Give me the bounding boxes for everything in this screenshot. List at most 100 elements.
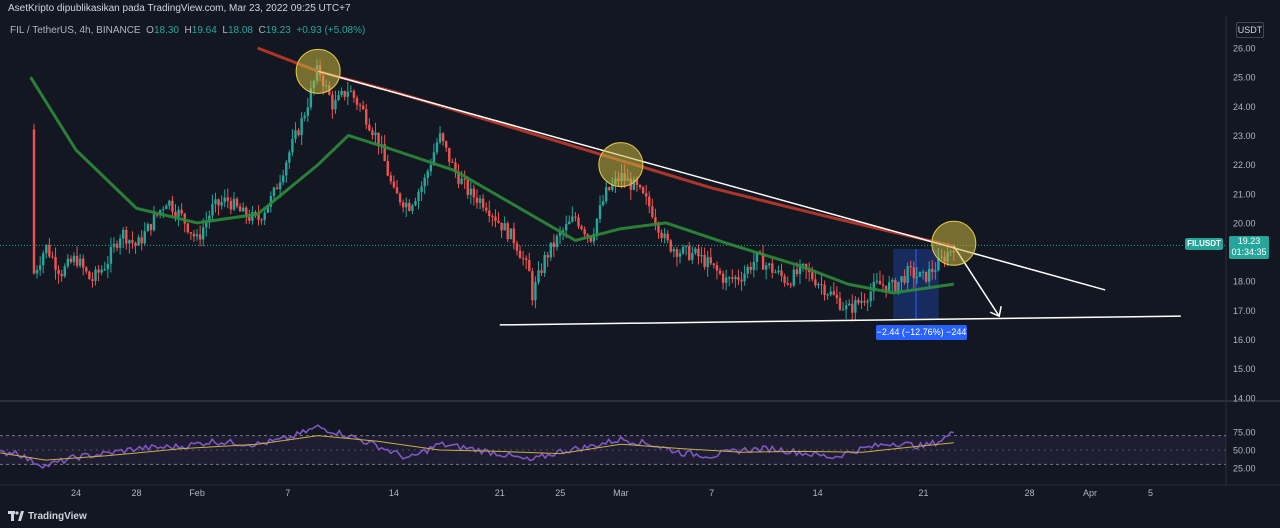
candle-body bbox=[706, 257, 709, 268]
rsi-tick-label: 50.00 bbox=[1233, 446, 1256, 456]
candle-body bbox=[472, 188, 476, 198]
candle-body bbox=[669, 240, 672, 252]
descending-trendline bbox=[317, 70, 1106, 291]
candle-body bbox=[688, 246, 691, 260]
tradingview-brand: TradingView bbox=[28, 511, 87, 522]
candle-body bbox=[63, 266, 66, 277]
candle-body bbox=[214, 199, 217, 205]
symbol-legend[interactable]: FIL / TetherUS, 4h, BINANCE O18.30 H19.6… bbox=[10, 25, 365, 36]
candle-body bbox=[894, 280, 897, 292]
candle-body bbox=[358, 104, 362, 106]
time-tick-label: 25 bbox=[555, 488, 565, 498]
candle-body bbox=[48, 244, 51, 257]
open-value: 18.30 bbox=[153, 25, 179, 36]
candle-body bbox=[500, 222, 503, 231]
candle-body bbox=[266, 206, 269, 213]
candle-body bbox=[924, 271, 928, 282]
symbol-name[interactable]: FIL / TetherUS, 4h, BINANCE bbox=[10, 25, 141, 36]
candle-body bbox=[395, 187, 399, 194]
candle-body bbox=[632, 179, 636, 190]
candle-body bbox=[411, 205, 414, 211]
candle-body bbox=[897, 281, 900, 292]
candle-body bbox=[57, 269, 60, 275]
candle-body bbox=[835, 294, 839, 298]
candle-body bbox=[509, 228, 513, 240]
candle-body bbox=[875, 280, 879, 282]
candle-body bbox=[909, 266, 912, 268]
candle-body bbox=[851, 303, 854, 313]
price-tick-label: 20.00 bbox=[1233, 218, 1256, 228]
candle-body bbox=[232, 198, 236, 210]
candle-body bbox=[91, 279, 94, 281]
candle-body bbox=[66, 258, 70, 267]
candle-body bbox=[863, 300, 866, 303]
candle-body bbox=[641, 187, 645, 194]
candle-body bbox=[524, 258, 528, 260]
measure-label: −2.44 (−12.76%) −244 bbox=[876, 325, 967, 340]
last-price-tag: 19.23 01:34:35 bbox=[1229, 236, 1269, 259]
candle-body bbox=[300, 118, 303, 136]
candle-body bbox=[152, 214, 156, 231]
candle-body bbox=[768, 263, 771, 266]
candle-body bbox=[752, 262, 756, 270]
tradingview-footer[interactable]: TradingView bbox=[8, 511, 87, 522]
candle-body bbox=[374, 132, 377, 136]
candle-body bbox=[389, 175, 393, 182]
time-tick-label: 5 bbox=[1148, 488, 1153, 498]
tradingview-logo-icon bbox=[8, 511, 24, 522]
candle-body bbox=[349, 90, 353, 92]
support-trendline bbox=[499, 315, 1181, 326]
candle-body bbox=[460, 178, 463, 184]
candle-body bbox=[915, 276, 919, 279]
candle-body bbox=[900, 276, 903, 282]
rsi-tick-label: 75.00 bbox=[1233, 428, 1256, 438]
candle-body bbox=[383, 144, 386, 162]
candle-body bbox=[823, 284, 826, 296]
candle-body bbox=[592, 233, 596, 242]
candle-body bbox=[844, 305, 848, 310]
candle-body bbox=[595, 218, 599, 234]
candle-body bbox=[343, 91, 346, 97]
candle-body bbox=[118, 238, 122, 248]
price-tick-label: 23.00 bbox=[1233, 131, 1256, 141]
candle-body bbox=[331, 94, 334, 110]
candle-body bbox=[377, 132, 380, 146]
change-value: +0.93 (+5.08%) bbox=[296, 25, 366, 36]
bar-countdown: 01:34:35 bbox=[1231, 247, 1267, 257]
candle-body bbox=[205, 221, 208, 228]
candle-body bbox=[521, 258, 525, 260]
candle-body bbox=[85, 267, 88, 272]
candle-body bbox=[724, 277, 728, 283]
candle-body bbox=[697, 248, 700, 257]
candle-body bbox=[666, 233, 669, 241]
candles bbox=[32, 59, 955, 322]
candle-body bbox=[684, 246, 688, 248]
candle-body bbox=[743, 273, 746, 282]
candle-body bbox=[777, 270, 780, 273]
candle-body bbox=[168, 200, 171, 206]
candle-body bbox=[564, 224, 568, 231]
candle-body bbox=[534, 282, 537, 301]
candle-body bbox=[106, 263, 110, 270]
candle-body bbox=[463, 178, 466, 180]
candle-body bbox=[931, 268, 934, 273]
candle-body bbox=[764, 265, 768, 270]
candle-body bbox=[229, 200, 233, 210]
candle-body bbox=[448, 147, 451, 162]
candle-body bbox=[555, 235, 559, 248]
candle-body bbox=[657, 223, 660, 233]
candle-body bbox=[294, 130, 297, 139]
candle-body bbox=[438, 133, 442, 143]
candle-body bbox=[912, 267, 916, 279]
price-tick-label: 21.00 bbox=[1233, 189, 1256, 199]
currency-button[interactable]: USDT bbox=[1236, 22, 1264, 38]
ma-short-line bbox=[29, 76, 955, 295]
time-tick-label: 28 bbox=[1024, 488, 1034, 498]
candle-body bbox=[881, 284, 885, 286]
candle-body bbox=[934, 270, 937, 273]
candle-body bbox=[611, 184, 614, 190]
candle-body bbox=[906, 266, 909, 283]
candle-body bbox=[672, 249, 676, 252]
candle-body bbox=[426, 171, 429, 178]
